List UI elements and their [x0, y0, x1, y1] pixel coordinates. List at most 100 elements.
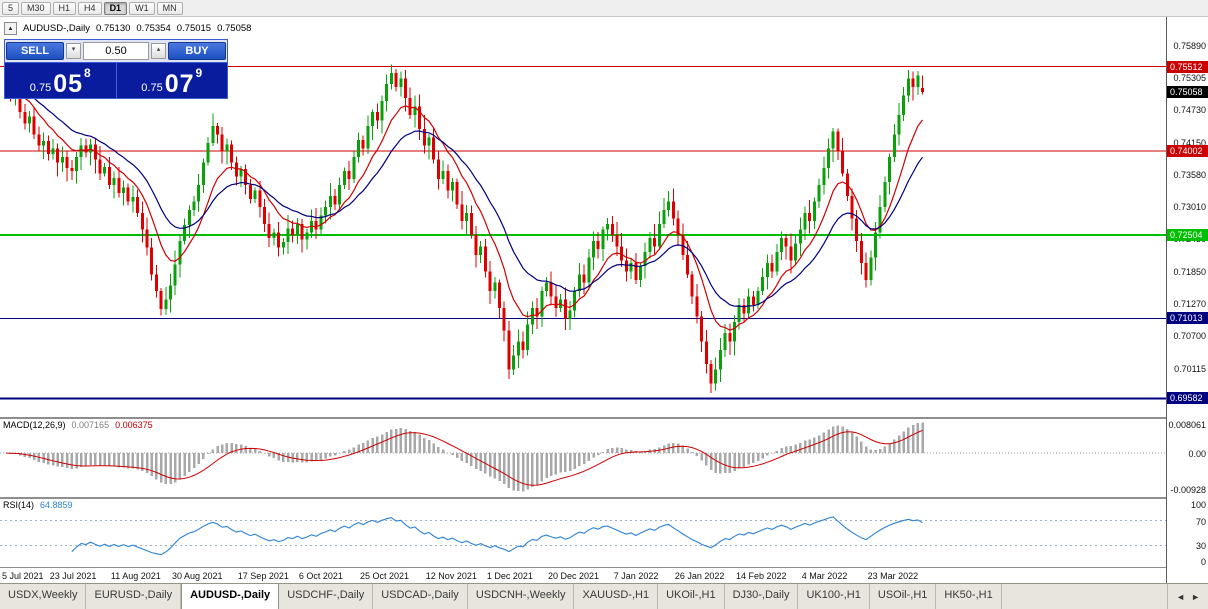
macd-signal-value: 0.006375 [115, 420, 153, 430]
macd-title: MACD(12,26,9) [3, 420, 66, 430]
tab-scroll-controls: ◄ ► [1167, 584, 1208, 609]
chart-tab-dj30-daily[interactable]: DJ30-,Daily [725, 584, 799, 609]
rsi-value: 64.8859 [40, 500, 73, 510]
rsi-axis-label: 30 [1195, 541, 1206, 552]
time-axis-label: 12 Nov 2021 [425, 571, 477, 581]
timeframe-button-mn[interactable]: MN [156, 1, 183, 15]
time-axis-label: 1 Dec 2021 [486, 571, 533, 581]
price-axis-label: 0.70700 [1173, 330, 1206, 341]
rsi-axis-label: 100 [1190, 500, 1206, 510]
price-level-badge: 0.75512 [1167, 60, 1208, 73]
price-axis-label: 0.73580 [1173, 169, 1206, 180]
tab-scroll-right-icon[interactable]: ► [1191, 591, 1200, 602]
buy-price-pipette: 9 [195, 66, 203, 80]
chart-ohlc-header: ▲ AUDUSD-,Daily 0.75130 0.75354 0.75015 … [4, 22, 251, 35]
time-axis-label: 26 Jan 2022 [674, 571, 725, 581]
chart-tab-audusd-daily[interactable]: AUDUSD-,Daily [181, 584, 280, 609]
one-click-trading-widget: SELL ▾ ▴ BUY 0.75 05 8 0.75 07 9 [4, 39, 228, 99]
rsi-axis-label: 70 [1195, 516, 1206, 527]
chart-tab-usdcnh-weekly[interactable]: USDCNH-,Weekly [468, 584, 575, 609]
macd-axis-label: -0.00928 [1170, 485, 1206, 495]
sell-button[interactable]: SELL [6, 42, 64, 60]
chart-symbol-label: AUDUSD-,Daily [23, 23, 91, 34]
timeframe-button-h4[interactable]: H4 [78, 1, 102, 15]
sell-price-big-digits: 05 [53, 70, 84, 98]
chart-tab-usoil-h1[interactable]: USOil-,H1 [870, 584, 937, 609]
time-axis-label: 30 Aug 2021 [172, 571, 223, 581]
macd-axis-label: 0.00 [1188, 449, 1206, 460]
chart-tab-usdchf-daily[interactable]: USDCHF-,Daily [279, 584, 374, 609]
buy-price-prefix: 0.75 [141, 82, 163, 94]
time-axis-label: 7 Jan 2022 [613, 571, 659, 581]
time-axis-label: 14 Feb 2022 [736, 571, 787, 581]
chart-tab-hk50-h1[interactable]: HK50-,H1 [936, 584, 1002, 609]
time-axis-label: 23 Jul 2021 [49, 571, 97, 581]
price-level-badge: 0.72504 [1167, 228, 1208, 241]
buy-price-big-digits: 07 [164, 70, 195, 98]
chart-tab-bar: USDX,Weekly EURUSD-,Daily AUDUSD-,Daily USD… [0, 583, 1208, 609]
candlestick-chart[interactable] [0, 17, 1166, 417]
time-axis-label: 17 Sep 2021 [237, 571, 289, 581]
ohlc-open: 0.75130 [96, 23, 131, 34]
price-axis-label: 0.71270 [1173, 298, 1206, 309]
chart-tab-uk100-h1[interactable]: UK100-,H1 [798, 584, 870, 609]
main-price-panel: ▲ AUDUSD-,Daily 0.75130 0.75354 0.75015 … [0, 17, 1166, 417]
sell-price-display[interactable]: 0.75 05 8 [5, 63, 117, 98]
macd-main-value: 0.007165 [71, 420, 110, 430]
chart-region: ▲ AUDUSD-,Daily 0.75130 0.75354 0.75015 … [0, 17, 1208, 584]
chart-tab-xauusd-h1[interactable]: XAUUSD-,H1 [574, 584, 659, 609]
buy-price-display[interactable]: 0.75 07 9 [117, 63, 228, 98]
buy-button[interactable]: BUY [168, 42, 226, 60]
volume-input[interactable] [83, 42, 149, 60]
sell-price-prefix: 0.75 [29, 82, 52, 94]
chart-tab-usdx-weekly[interactable]: USDX,Weekly [0, 584, 87, 609]
time-axis[interactable]: 5 Jul 2021 23 Jul 2021 11 Aug 2021 30 Aug 2… [0, 567, 1166, 584]
macd-panel: MACD(12,26,9) 0.007165 0.006375 [0, 419, 1166, 497]
macd-chart[interactable] [0, 419, 1166, 497]
tab-scroll-left-icon[interactable]: ◄ [1176, 591, 1186, 602]
rsi-title: RSI(14) [3, 500, 35, 510]
rsi-label: RSI(14) 64.8859 [3, 500, 73, 510]
price-axis[interactable]: 0.75890 0.75305 0.74730 0.74150 0.73580 0.730… [1166, 17, 1208, 583]
current-price-badge: 0.75058 [1167, 86, 1208, 99]
ohlc-high: 0.75354 [136, 23, 171, 34]
chart-tab-eurusd-daily[interactable]: EURUSD-,Daily [86, 584, 182, 609]
time-axis-label: 4 Mar 2022 [801, 571, 848, 581]
price-axis-label: 0.75305 [1173, 73, 1206, 84]
panel-separator[interactable] [0, 417, 1208, 419]
chart-tab-usdcad-daily[interactable]: USDCAD-,Daily [373, 584, 468, 609]
time-axis-label: 5 Jul 2021 [2, 571, 44, 581]
volume-increment-button[interactable]: ▴ [151, 43, 166, 59]
macd-label: MACD(12,26,9) 0.007165 0.006375 [3, 420, 153, 430]
macd-axis-label: 0.008061 [1168, 420, 1206, 430]
rsi-panel: RSI(14) 64.8859 [0, 499, 1166, 567]
ohlc-close: 0.75058 [217, 23, 252, 34]
sell-price-pipette: 8 [84, 66, 91, 80]
price-axis-label: 0.71850 [1173, 266, 1206, 277]
timeframe-button-w1[interactable]: W1 [129, 1, 155, 15]
timeframe-button-d1[interactable]: D1 [103, 1, 128, 15]
time-axis-label: 11 Aug 2021 [110, 571, 161, 581]
rsi-chart[interactable] [0, 499, 1166, 567]
ohlc-low: 0.75015 [176, 23, 212, 34]
price-level-badge: 0.74002 [1167, 145, 1208, 158]
chart-tab-ukoil-h1[interactable]: UKOil-,H1 [658, 584, 725, 609]
price-axis-label: 0.74150 [1173, 137, 1206, 148]
price-axis-label: 0.75890 [1173, 40, 1206, 51]
time-axis-label: 6 Oct 2021 [298, 571, 343, 581]
time-axis-label: 23 Mar 2022 [867, 571, 919, 581]
time-axis-label: 25 Oct 2021 [360, 571, 410, 581]
timeframe-toolbar: 5 M30 H1 H4 D1 W1 MN [0, 0, 1208, 17]
collapse-panel-icon[interactable]: ▲ [4, 22, 17, 35]
panel-separator[interactable] [0, 497, 1208, 499]
volume-decrement-button[interactable]: ▾ [66, 43, 81, 59]
timeframe-button-m30[interactable]: M30 [21, 1, 51, 15]
chart-tabs: USDX,Weekly EURUSD-,Daily AUDUSD-,Daily USD… [0, 584, 1002, 609]
rsi-axis-label: 0 [1200, 557, 1206, 567]
timeframe-button-h1[interactable]: H1 [52, 1, 77, 15]
price-axis-label: 0.73010 [1173, 201, 1206, 212]
time-axis-label: 20 Dec 2021 [548, 571, 600, 581]
price-axis-label: 0.74730 [1173, 105, 1206, 116]
price-level-badge: 0.69582 [1167, 392, 1208, 405]
timeframe-button-5[interactable]: 5 [2, 1, 20, 15]
